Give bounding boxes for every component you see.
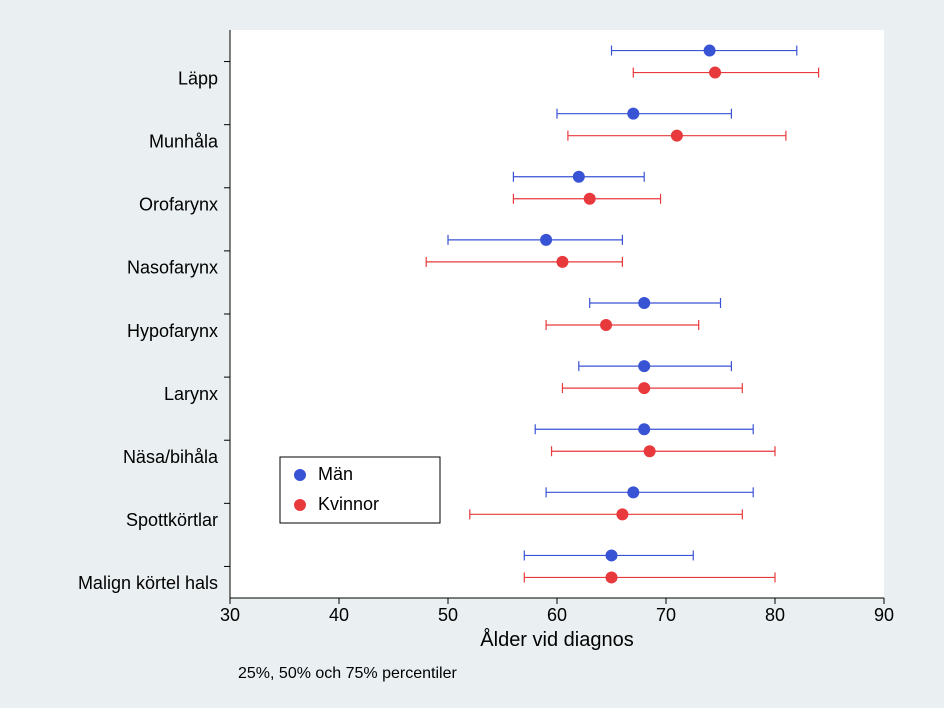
x-tick-label: 70: [656, 605, 676, 625]
marker-women: [556, 256, 568, 268]
marker-men: [627, 108, 639, 120]
marker-men: [638, 360, 650, 372]
chart-caption: 25%, 50% och 75% percentiler: [238, 665, 457, 682]
y-category-label: Malign körtel hals: [78, 573, 218, 593]
y-category-label: Spottkörtlar: [126, 510, 218, 530]
y-category-label: Läpp: [178, 68, 218, 88]
marker-men: [606, 549, 618, 561]
marker-men: [627, 486, 639, 498]
y-category-label: Orofarynx: [139, 195, 218, 215]
percentile-chart: 30 40 50 60 70 80 90 Ålder vid diagnos Läpp Munhå…: [0, 0, 944, 708]
chart-container: 30 40 50 60 70 80 90 Ålder vid diagnos Läpp Munhå…: [0, 0, 944, 708]
legend: Män Kvinnor: [280, 457, 440, 523]
marker-men: [540, 234, 552, 246]
y-category-label: Näsa/bihåla: [123, 447, 219, 467]
marker-women: [709, 67, 721, 79]
marker-women: [644, 445, 656, 457]
marker-women: [638, 382, 650, 394]
x-tick-label: 40: [329, 605, 349, 625]
marker-women: [584, 193, 596, 205]
x-axis-label: Ålder vid diagnos: [480, 628, 633, 651]
marker-women: [671, 130, 683, 142]
marker-women: [606, 571, 618, 583]
marker-men: [704, 45, 716, 57]
marker-women: [600, 319, 612, 331]
marker-men: [638, 297, 650, 309]
x-tick-label: 80: [765, 605, 785, 625]
y-category-label: Munhåla: [149, 131, 219, 151]
legend-marker-women: [294, 499, 306, 511]
x-tick-label: 60: [547, 605, 567, 625]
legend-label-men: Män: [318, 464, 353, 484]
x-tick-label: 30: [220, 605, 240, 625]
y-category-label: Larynx: [164, 384, 218, 404]
legend-marker-men: [294, 469, 306, 481]
legend-label-women: Kvinnor: [318, 494, 379, 514]
x-tick-label: 50: [438, 605, 458, 625]
y-category-label: Hypofarynx: [127, 321, 218, 341]
marker-men: [573, 171, 585, 183]
x-tick-label: 90: [874, 605, 894, 625]
marker-men: [638, 423, 650, 435]
marker-women: [616, 508, 628, 520]
y-category-label: Nasofarynx: [127, 258, 218, 278]
